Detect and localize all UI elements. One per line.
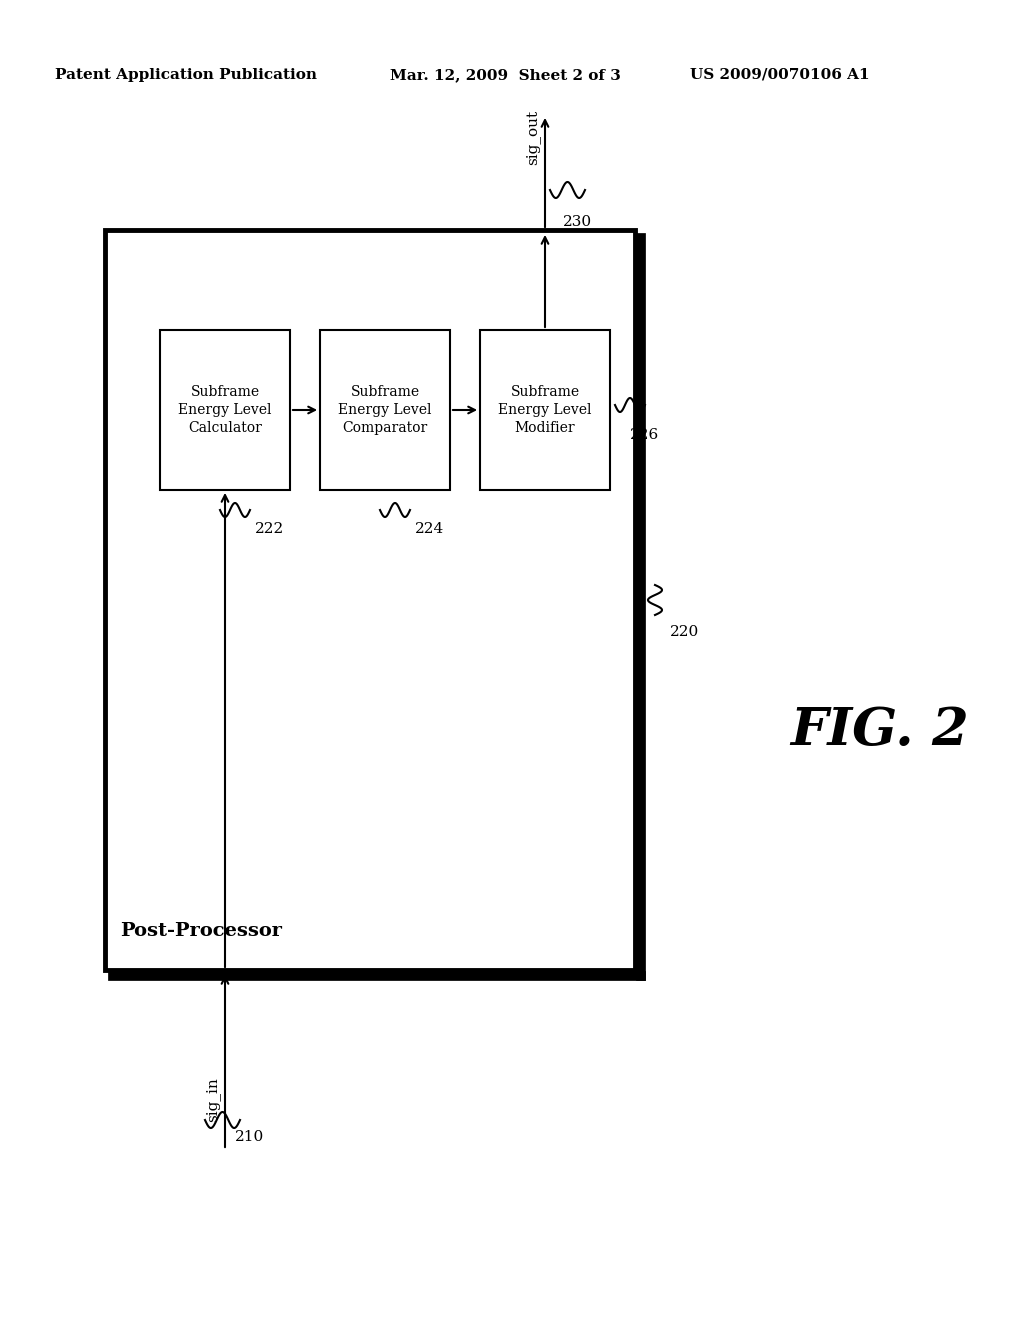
Bar (319, 330, 450, 490)
Bar (480, 330, 610, 490)
Text: 224: 224 (415, 521, 444, 536)
Text: 220: 220 (670, 624, 699, 639)
Bar (105, 230, 635, 970)
Text: Patent Application Publication: Patent Application Publication (55, 69, 317, 82)
Text: FIG. 2: FIG. 2 (790, 705, 969, 755)
Text: Mar. 12, 2009  Sheet 2 of 3: Mar. 12, 2009 Sheet 2 of 3 (390, 69, 621, 82)
Text: US 2009/0070106 A1: US 2009/0070106 A1 (690, 69, 869, 82)
Text: sig_out: sig_out (525, 110, 540, 165)
Text: 230: 230 (563, 215, 592, 228)
Text: sig_in: sig_in (205, 1077, 220, 1122)
Text: Subframe
Energy Level
Calculator: Subframe Energy Level Calculator (178, 384, 271, 436)
Text: Subframe
Energy Level
Modifier: Subframe Energy Level Modifier (499, 384, 592, 436)
Text: Post-Processor: Post-Processor (120, 921, 282, 940)
Text: 226: 226 (630, 428, 659, 442)
Bar (160, 330, 290, 490)
Text: 210: 210 (234, 1130, 264, 1144)
Text: Subframe
Energy Level
Comparator: Subframe Energy Level Comparator (338, 384, 432, 436)
Text: 222: 222 (255, 521, 285, 536)
